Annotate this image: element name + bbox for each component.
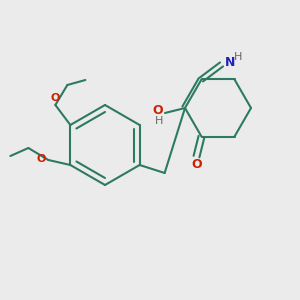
Text: N: N (224, 56, 235, 69)
Text: O: O (152, 104, 163, 118)
Text: H: H (154, 116, 163, 126)
Text: O: O (191, 158, 202, 171)
Text: O: O (37, 154, 46, 164)
Text: O: O (51, 93, 60, 103)
Text: H: H (233, 52, 242, 62)
